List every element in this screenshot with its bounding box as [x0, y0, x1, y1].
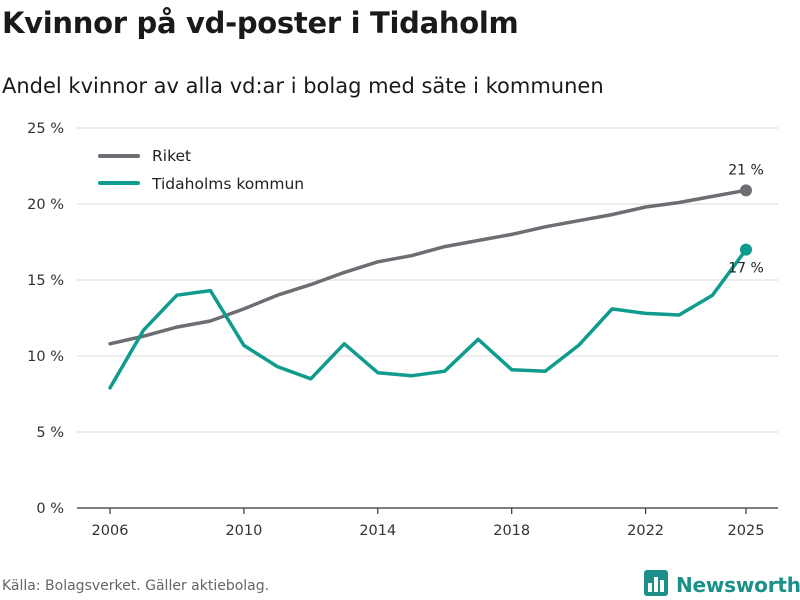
x-tick-label: 2018 — [493, 523, 530, 539]
x-tick-label: 2006 — [92, 523, 129, 539]
y-tick-label: 25 % — [27, 121, 64, 137]
x-tick-label: 2025 — [728, 523, 765, 539]
series-line-tidaholm — [108, 247, 748, 390]
y-tick-label: 10 % — [27, 349, 64, 365]
y-tick-label: 15 % — [27, 273, 64, 289]
brand-name: Newsworthy — [676, 573, 800, 597]
end-point-riket — [740, 184, 752, 197]
series — [108, 184, 752, 390]
y-tick-label: 20 % — [27, 197, 64, 213]
legend: Riket Tidaholms kommun — [98, 147, 304, 193]
axes: 0 % 5 % 10 % 15 % 20 % 25 % 2006 2010 2014 2018 20… — [27, 121, 778, 539]
bar-chart-logo-icon — [644, 570, 668, 600]
brand-logo: Newsworthy — [644, 570, 800, 600]
end-label-riket: 21 % — [728, 162, 764, 178]
data-labels: 21 % 17 % — [728, 162, 764, 276]
legend-label-tidaholm: Tidaholms kommun — [151, 175, 304, 193]
y-tick-label: 0 % — [36, 501, 64, 517]
x-tick-label: 2022 — [627, 523, 664, 539]
end-label-tidaholm: 17 % — [728, 261, 764, 277]
y-gridlines — [77, 127, 778, 433]
chart-title: Kvinnor på vd-poster i Tidaholm — [2, 6, 519, 40]
legend-label-riket: Riket — [152, 147, 191, 165]
source-note: Källa: Bolagsverket. Gäller aktiebolag. — [2, 578, 270, 594]
y-tick-label: 5 % — [36, 425, 64, 441]
chart-subtitle: Andel kvinnor av alla vd:ar i bolag med … — [2, 74, 604, 98]
x-tick-label: 2014 — [359, 523, 396, 539]
x-tick-label: 2010 — [225, 523, 262, 539]
series-line-riket — [108, 188, 748, 346]
end-point-tidaholm — [740, 243, 752, 256]
